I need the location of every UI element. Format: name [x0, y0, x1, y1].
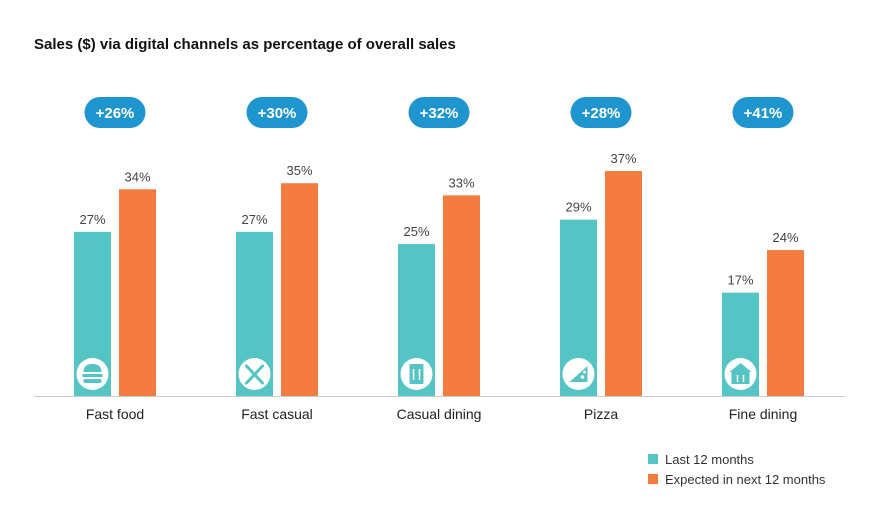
pizza-icon [562, 358, 595, 390]
legend-item-next: Expected in next 12 months [648, 469, 825, 489]
category-label-1: Fast casual [241, 406, 313, 422]
burger-icon [76, 358, 109, 390]
value-label-next-1: 35% [286, 163, 312, 178]
burger-bun-bottom [83, 379, 102, 383]
bar-next-3 [605, 171, 642, 396]
restaurant-body [731, 372, 750, 384]
restaurant-roof [729, 363, 752, 372]
burger-bun-top [83, 364, 102, 372]
pizza-topping-1 [580, 375, 585, 379]
value-label-last-0: 27% [79, 212, 105, 227]
bar-next-1 [281, 183, 318, 396]
growth-badge-label-2: +32% [420, 105, 459, 122]
category-label-2: Casual dining [397, 406, 482, 422]
legend-swatch-next [648, 474, 658, 484]
knife-shape [245, 364, 264, 385]
menu-icon [400, 358, 433, 390]
value-label-next-3: 37% [610, 151, 636, 166]
growth-badge-2 [408, 97, 470, 128]
menu-card [409, 364, 424, 384]
legend: Last 12 months Expected in next 12 month… [648, 449, 825, 489]
bar-next-2 [443, 195, 480, 396]
growth-badge-label-0: +26% [96, 105, 135, 122]
growth-badge-label-1: +30% [258, 105, 297, 122]
legend-item-last: Last 12 months [648, 449, 825, 469]
growth-badge-4 [732, 97, 794, 128]
legend-label-next: Expected in next 12 months [665, 471, 826, 487]
pizza-topping-2 [583, 370, 586, 374]
growth-badge-0 [84, 97, 146, 128]
category-label-4: Fine dining [729, 406, 798, 422]
fork-knife-icon [238, 358, 271, 390]
value-label-next-2: 33% [448, 175, 474, 190]
bar-next-4 [767, 250, 804, 396]
legend-label-last: Last 12 months [665, 451, 754, 467]
legend-swatch-last [648, 454, 658, 464]
growth-badge-label-3: +28% [582, 105, 621, 122]
value-label-next-0: 34% [124, 169, 150, 184]
bar-next-0 [119, 189, 156, 396]
value-label-next-4: 24% [772, 230, 798, 245]
category-label-3: Pizza [584, 406, 618, 422]
growth-badge-1 [246, 97, 308, 128]
category-label-0: Fast food [86, 406, 144, 422]
burger-patty [82, 374, 103, 377]
value-label-last-4: 17% [727, 273, 753, 288]
value-label-last-3: 29% [565, 200, 591, 215]
value-label-last-1: 27% [241, 212, 267, 227]
value-label-last-2: 25% [403, 224, 429, 239]
growth-badge-3 [570, 97, 632, 128]
restaurant-icon [724, 358, 757, 390]
chart-title: Sales ($) via digital channels as percen… [34, 36, 456, 53]
growth-badge-label-4: +41% [744, 105, 783, 122]
